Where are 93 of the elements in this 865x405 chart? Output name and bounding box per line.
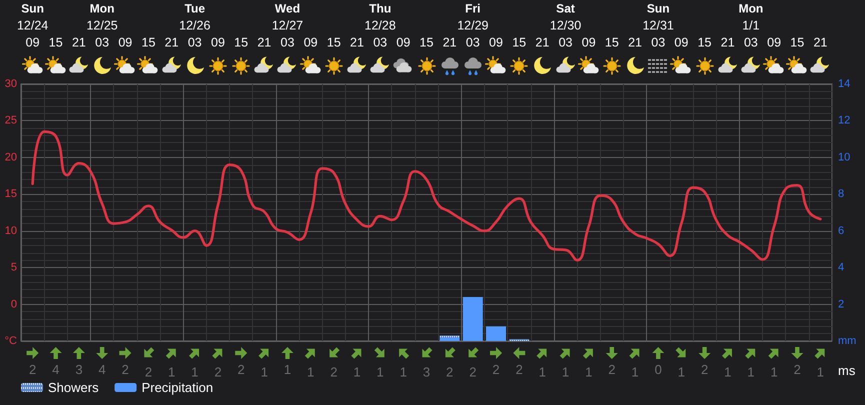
x-tick-label: Sat 12/30 03: [550, 2, 582, 50]
x-tick-label: 21: [813, 36, 828, 50]
y2-tick-label: 12: [838, 114, 850, 127]
y-tick-label: 5: [10, 262, 17, 274]
x-tick-label: 15: [420, 36, 434, 50]
data-label: 4: [98, 362, 106, 377]
x-tick-label: 21: [628, 36, 642, 50]
y-tick-label: 30: [4, 78, 17, 90]
x-tick-label: 09: [582, 36, 596, 50]
data-label: 3: [75, 362, 83, 377]
x-tick-label: 15: [326, 36, 341, 50]
data-label: 2: [28, 362, 36, 377]
bar: [440, 337, 460, 341]
y-tick-label: 15: [4, 188, 17, 200]
data-label: 4: [52, 362, 60, 377]
data-label: 2: [144, 364, 152, 380]
y2-tick-label: mm: [838, 335, 856, 347]
data-label: 1: [538, 364, 546, 380]
data-label: 2: [469, 364, 476, 380]
x-tick-label: 15: [604, 36, 619, 50]
x-tick-label: 15: [48, 36, 63, 50]
y-tick-label: 20: [4, 151, 17, 164]
y2-tick-label: 4: [838, 262, 844, 274]
data-label: 2: [700, 362, 708, 377]
x-tick-label: 21: [257, 36, 272, 50]
x-tick-label: 09: [767, 36, 782, 50]
data-label: 2: [794, 362, 801, 377]
data-label: 1: [585, 364, 592, 380]
data-label: 2: [238, 362, 245, 377]
x-tick-label: 15: [512, 36, 526, 50]
y-tick-label: 0: [10, 298, 17, 310]
x-tick-label: 15: [141, 36, 156, 50]
y2-tick-label: 14: [838, 78, 850, 90]
x-tick-label: 09: [674, 36, 688, 50]
legend-label: Precipitation: [142, 380, 214, 395]
x-tick-label: 09: [211, 36, 225, 50]
bar: [486, 326, 506, 341]
data-label: 1: [678, 364, 686, 380]
data-label: 1: [816, 364, 824, 380]
data-label: 2: [330, 364, 338, 380]
data-label: 1: [631, 364, 639, 380]
x-tick-label: 21: [164, 36, 179, 50]
x-tick-label: 15: [698, 36, 712, 50]
x-tick-label: 09: [396, 36, 410, 50]
data-label: 1: [260, 364, 268, 380]
x-tick-label: Sun 12/24 09: [16, 2, 48, 50]
x-tick-label: 09: [304, 36, 318, 50]
y2-tick-label: 6: [838, 224, 844, 237]
x-tick-label: 21: [535, 36, 550, 50]
y2-tick-label: 2: [838, 298, 844, 310]
data-label: 2: [608, 362, 616, 377]
text: ms: [838, 363, 856, 378]
x-tick-label: 21: [72, 36, 86, 50]
line-series: [31, 130, 822, 262]
data-label: 2: [214, 364, 222, 380]
y2-tick-label: 10: [838, 151, 850, 164]
data-label: 2: [516, 362, 523, 377]
data-label: 1: [191, 364, 198, 380]
x-tick-label: 15: [790, 36, 804, 50]
data-label: 1: [562, 364, 570, 380]
data-label: 1: [376, 364, 384, 380]
x-tick-label: Sun 12/31 03: [642, 2, 674, 50]
data-label: 1: [747, 364, 755, 380]
data-label: 1: [724, 364, 732, 380]
x-tick-label: Mon 1/1 03: [738, 2, 764, 50]
y-tick-label: 10: [4, 224, 17, 237]
x-tick-label: 09: [489, 36, 504, 50]
y-tick-label: 25: [4, 114, 17, 127]
data-label: 0: [654, 362, 662, 377]
y2-tick-label: 8: [838, 188, 844, 200]
bar: [462, 296, 483, 341]
data-label: 1: [353, 364, 361, 380]
x-tick-label: Wed 12/27 03: [272, 2, 304, 50]
data-label: 1: [770, 364, 778, 380]
data-label: 2: [122, 362, 129, 377]
data-label: 2: [446, 364, 454, 380]
x-tick-label: 21: [350, 36, 364, 50]
x-tick-label: Thu 12/28 03: [364, 2, 396, 50]
y-tick-label: °C: [4, 335, 18, 347]
x-tick-label: 09: [118, 36, 132, 50]
data-label: 1: [400, 364, 407, 380]
data-label: 2: [492, 362, 500, 377]
x-tick-label: Mon 12/25 03: [86, 2, 118, 50]
legend-label: Showers: [48, 380, 100, 395]
data-label: 1: [284, 362, 292, 377]
x-tick-label: Tue 12/26 03: [179, 2, 210, 50]
x-tick-label: 15: [234, 36, 248, 50]
data-label: 1: [307, 364, 314, 380]
data-label: 1: [168, 364, 176, 380]
data-label: 3: [422, 364, 430, 380]
x-tick-label: 21: [442, 36, 457, 50]
x-tick-label: 21: [720, 36, 735, 50]
x-tick-label: Fri 12/29 03: [457, 2, 489, 50]
